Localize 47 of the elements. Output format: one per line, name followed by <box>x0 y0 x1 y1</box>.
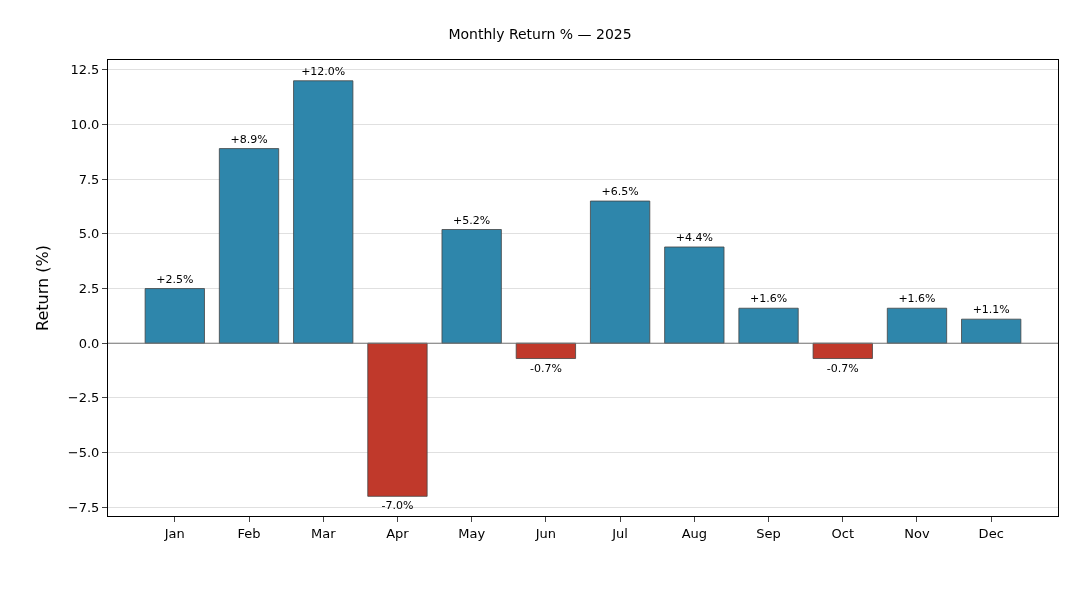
y-tick-label: 10.0 <box>70 117 100 133</box>
bar <box>590 200 651 344</box>
data-label: +12.0% <box>301 64 346 78</box>
y-tick-label: −2.5 <box>67 390 100 406</box>
x-tick-label: Jan <box>163 525 185 541</box>
y-tick-label: −5.0 <box>67 445 100 461</box>
y-tick-label: 12.5 <box>70 62 100 78</box>
bar <box>441 229 502 344</box>
bar <box>664 246 725 344</box>
data-label: +1.6% <box>749 292 788 306</box>
x-tick-label: Nov <box>904 525 930 541</box>
bar <box>961 318 1022 344</box>
data-label: -7.0% <box>381 499 414 513</box>
bar <box>144 288 205 344</box>
y-tick-label: 7.5 <box>78 171 100 187</box>
data-label: +1.6% <box>898 292 936 306</box>
x-tick-label: Feb <box>237 525 261 541</box>
y-tick-label: 5.0 <box>78 226 100 242</box>
x-tick-label: Sep <box>756 525 781 541</box>
bar <box>738 307 799 344</box>
y-tick-label: −7.5 <box>67 499 100 515</box>
data-label: +5.2% <box>453 213 491 227</box>
bar <box>812 342 873 359</box>
x-tick-label: Mar <box>310 525 337 541</box>
data-label: +6.5% <box>601 185 639 199</box>
x-tick-label: May <box>458 525 486 541</box>
data-label: +4.4% <box>675 230 713 244</box>
bar <box>515 342 576 359</box>
data-label: +8.9% <box>230 132 268 146</box>
y-axis-title: Return (%) <box>32 245 52 331</box>
x-tick-label: Dec <box>978 525 1004 541</box>
data-label: -0.7% <box>529 361 562 375</box>
x-tick-label: Oct <box>831 525 855 541</box>
bar <box>367 342 428 497</box>
data-label: +1.1% <box>972 303 1010 317</box>
y-tick-label: 0.0 <box>78 335 100 351</box>
x-tick-label: Jun <box>534 525 557 541</box>
x-tick-label: Aug <box>681 525 708 541</box>
y-tick-label: 2.5 <box>78 281 100 297</box>
x-tick-label: Jul <box>611 525 628 541</box>
bar <box>218 148 280 344</box>
data-label: -0.7% <box>826 361 859 375</box>
chart-title: Monthly Return % — 2025 <box>448 26 632 42</box>
bar <box>293 80 354 344</box>
data-label: +2.5% <box>156 272 194 286</box>
bar <box>886 307 948 344</box>
x-tick-label: Apr <box>386 525 410 541</box>
